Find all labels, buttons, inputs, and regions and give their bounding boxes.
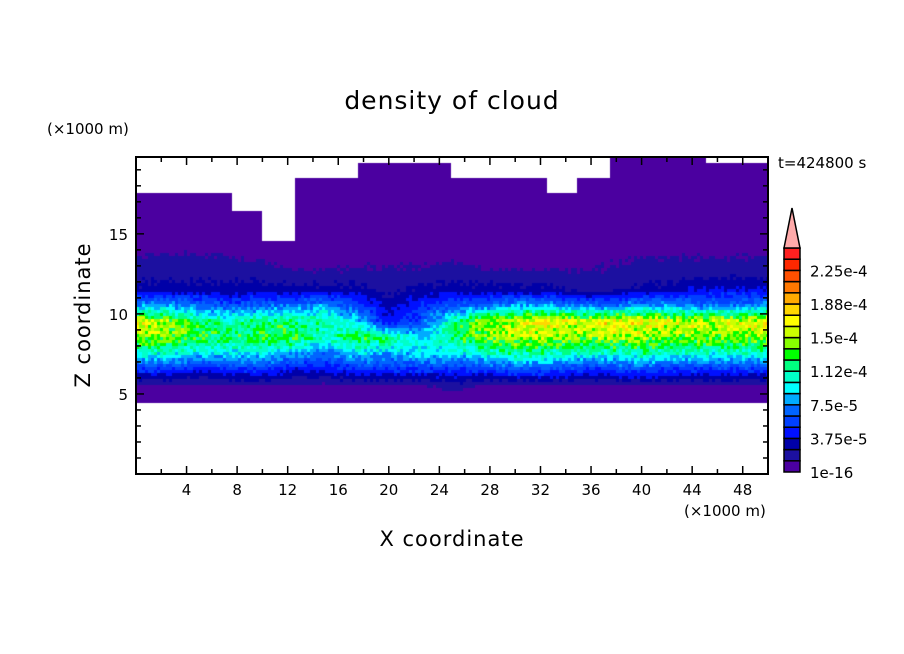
x-tick-label: 16 (329, 481, 348, 499)
colorbar-box (783, 325, 801, 339)
colorbar-box (783, 460, 801, 473)
y-tick-label: 5 (118, 386, 128, 404)
colorbar-box (783, 269, 801, 283)
colorbar-box (783, 392, 801, 406)
x-axis-unit: (×1000 m) (684, 502, 766, 520)
x-tick-label: 8 (232, 481, 242, 499)
colorbar-box (783, 336, 801, 350)
x-tick-label: 12 (278, 481, 297, 499)
x-axis-label: X coordinate (379, 527, 525, 551)
chart-title: density of cloud (344, 86, 560, 115)
x-tick-label: 20 (379, 481, 398, 499)
colorbar-box (783, 258, 801, 272)
colorbar-tick-label: 2.25e-4 (810, 262, 868, 280)
colorbar-box (783, 381, 801, 395)
time-annotation: t=424800 s (778, 154, 867, 172)
x-tick-label: 36 (581, 481, 600, 499)
colorbar-box (783, 404, 801, 417)
colorbar-tick-label: 1e-16 (810, 464, 853, 482)
colorbar-box (783, 314, 801, 328)
colorbar-box (783, 359, 801, 372)
colorbar-box (783, 348, 801, 361)
x-tick-label: 40 (632, 481, 651, 499)
colorbar-box (783, 303, 801, 316)
colorbar-box (783, 448, 801, 462)
colorbar-box (783, 437, 801, 451)
colorbar-tick-label: 1.12e-4 (810, 363, 868, 381)
colorbar-box (783, 415, 801, 428)
colorbar-box (783, 247, 801, 260)
colorbar-tick-label: 1.88e-4 (810, 296, 868, 314)
y-tick-label: 10 (109, 306, 128, 324)
x-tick-label: 24 (430, 481, 449, 499)
colorbar-tick-label: 3.75e-5 (810, 430, 868, 448)
x-tick-label: 4 (182, 481, 192, 499)
contour-field (136, 157, 768, 474)
plot-frame (135, 156, 769, 475)
x-tick-label: 48 (733, 481, 752, 499)
x-tick-label: 28 (480, 481, 499, 499)
colorbar-tick-label: 7.5e-5 (810, 397, 858, 415)
colorbar-box (783, 292, 801, 305)
x-tick-label: 44 (683, 481, 702, 499)
y-axis-unit: (×1000 m) (47, 120, 129, 138)
colorbar-box (783, 280, 801, 294)
y-tick-label: 15 (109, 226, 128, 244)
colorbar-box (783, 370, 801, 384)
colorbar-box (783, 426, 801, 440)
colorbar-tick-label: 1.5e-4 (810, 330, 858, 348)
x-tick-label: 32 (531, 481, 550, 499)
colorbar-extend-arrow (783, 207, 801, 249)
